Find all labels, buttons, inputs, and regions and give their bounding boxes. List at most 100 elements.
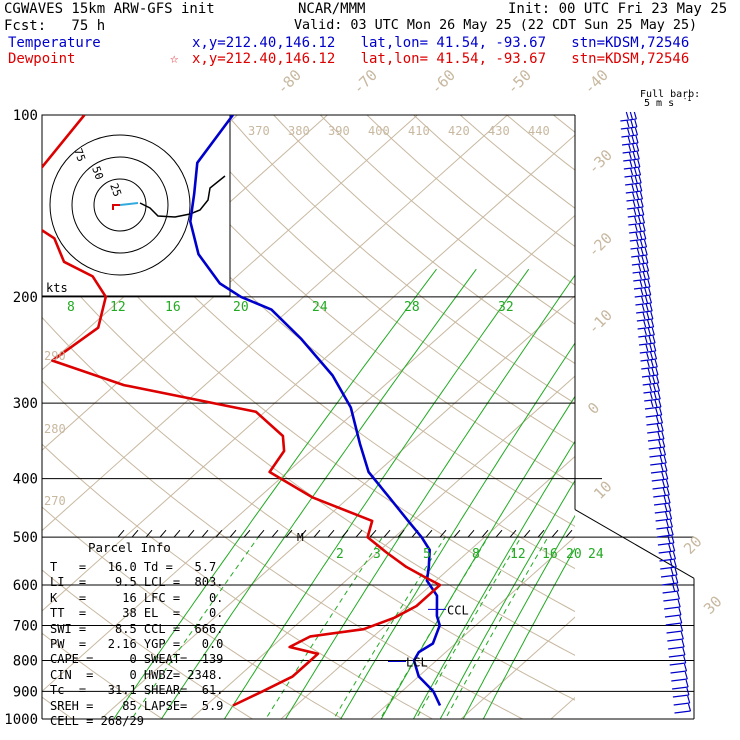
wind-barb-flag	[629, 111, 633, 120]
wind-barb-flag	[630, 127, 635, 136]
wind-barb-staff	[643, 390, 660, 394]
wind-barb-staff	[629, 238, 646, 242]
isotherm--60	[42, 115, 329, 371]
wind-barb-staff	[673, 702, 690, 706]
wind-barb-staff	[668, 646, 685, 650]
wind-barb-staff	[664, 606, 681, 610]
pressure-tick-800: 800	[13, 653, 38, 669]
wind-barb-staff	[646, 422, 663, 426]
wind-barb-flag	[629, 167, 634, 176]
isotherm-50	[627, 87, 740, 731]
wind-barb-flag	[671, 535, 675, 544]
hatch-mark	[327, 529, 335, 538]
isotherm--50	[42, 115, 419, 451]
wind-barb-flag	[654, 359, 658, 368]
dry-adiabat-400	[273, 115, 575, 365]
wind-barb-staff	[633, 286, 651, 290]
wind-barb-flag	[632, 143, 636, 152]
hatch-mark	[243, 529, 251, 538]
wind-barb-flag	[660, 423, 664, 432]
parcel-info-row: LI = 9.5 LCL = 803.	[50, 575, 224, 590]
wind-barb-flag	[649, 343, 653, 352]
barb-legend-unit: 5 m s	[644, 98, 674, 109]
wind-barb-flag	[673, 559, 677, 568]
wind-barb-flag	[665, 511, 669, 520]
isotherm-label--40: -40	[580, 66, 612, 98]
hatch-mark	[425, 529, 433, 538]
isotherm-label--70: -70	[349, 66, 381, 98]
wind-barb-flag	[666, 487, 670, 496]
wind-barb-staff	[640, 358, 657, 362]
wind-barb-flag	[664, 463, 668, 472]
wind-barb-flag	[637, 207, 641, 216]
wind-barb-flag	[639, 231, 643, 240]
wind-barb-staff	[654, 510, 671, 514]
wind-barb-flag	[635, 191, 640, 200]
wind-barb-flag	[672, 543, 676, 552]
parcel-info-row: K = 16 LFC = 0.	[50, 590, 224, 605]
wind-barb-flag	[635, 239, 640, 248]
wind-barb-flag	[635, 183, 639, 192]
ccl-label: CCL	[447, 603, 469, 617]
theta-label-290: 290	[44, 349, 66, 363]
wind-barb-flag	[665, 471, 669, 480]
mixing-ratio-2	[113, 268, 437, 719]
wind-barb-flag	[661, 479, 666, 488]
wind-barb-flag	[647, 279, 651, 288]
model-title: CGWAVES 15km ARW-GFS init	[4, 1, 215, 17]
wind-barb-staff	[664, 614, 682, 618]
wind-barb-flag	[669, 559, 673, 568]
isotherm-label--60: -60	[427, 66, 459, 98]
wind-barb-staff	[626, 198, 643, 202]
dry-adiabat-lines	[42, 115, 575, 719]
parcel-info-title: Parcel Info	[88, 540, 171, 555]
wind-barb-flag	[633, 159, 637, 168]
wind-barb-staff	[634, 294, 651, 298]
wind-barb-flag	[648, 295, 653, 304]
wind-barb-flag	[638, 271, 642, 280]
wind-barb-staff	[661, 582, 678, 586]
hatch-mark	[523, 529, 531, 538]
wind-barb-flag	[658, 447, 663, 456]
dry-adiabat-370	[133, 115, 575, 486]
wind-barb-flag	[644, 335, 648, 344]
pressure-tick-300: 300	[13, 396, 38, 412]
wind-barb-staff	[660, 574, 678, 578]
wind-barb-flag	[672, 583, 676, 592]
wind-barb-flag	[640, 199, 644, 208]
wind-barb-flag	[641, 303, 645, 312]
dewpoint-marker-icon: ☆	[170, 51, 179, 67]
wind-barb-staff	[657, 542, 674, 546]
wind-barb-flag	[631, 183, 635, 192]
wind-barb-flag	[633, 167, 638, 176]
wind-barb-flag	[679, 623, 684, 632]
wind-barbs: Full barb:5 m s -1	[620, 89, 700, 714]
wind-barb-staff	[659, 558, 676, 562]
wind-barb-flag	[639, 183, 643, 192]
wind-barb-flag	[662, 487, 666, 496]
wind-barb-flag	[628, 151, 632, 160]
wind-barb-flag	[640, 247, 644, 256]
wind-barb-flag	[635, 135, 639, 144]
moist-label-2: 2	[336, 547, 344, 562]
wind-barb-flag	[633, 207, 637, 216]
wind-barb-flag	[657, 391, 661, 400]
wind-barb-staff	[647, 438, 665, 442]
hatch-mark	[509, 529, 517, 538]
hatch-mark	[131, 529, 139, 538]
hatch-mark	[481, 529, 489, 538]
wind-barb-flag	[668, 503, 672, 512]
wind-barb-flag	[659, 455, 663, 464]
hodograph-mid-segment	[119, 202, 139, 206]
pressure-tick-1000: 1000	[4, 712, 38, 728]
hatch-mark	[271, 529, 279, 538]
wind-barb-flag	[676, 583, 680, 592]
wind-barb-flag	[643, 239, 648, 248]
hatch-mark	[313, 529, 321, 538]
theta-label-370: 370	[248, 124, 270, 138]
wind-barb-flag	[636, 199, 640, 208]
isotherm--20	[42, 214, 575, 692]
parcel-info-row: Tc = 31.1 SHEAR= 61.	[50, 683, 224, 698]
hatch-mark	[285, 529, 293, 538]
wind-barb-flag	[643, 327, 647, 336]
